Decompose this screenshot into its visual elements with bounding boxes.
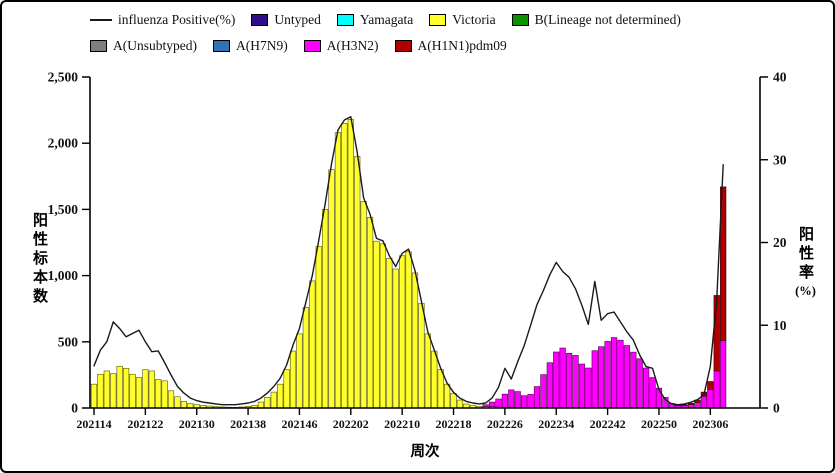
legend-swatch-icon: [511, 14, 529, 26]
x-axis-tick-label: 202146: [281, 417, 317, 431]
legend-label: Untyped: [274, 12, 321, 27]
x-axis-tick-label: 202114: [76, 417, 111, 431]
legend-label: Victoria: [452, 12, 496, 27]
right-axis-tick-label: 0: [773, 401, 780, 416]
legend-item-b-lineage-not-determined: B(Lineage not determined): [511, 10, 681, 30]
left-axis-tick-label: 500: [58, 334, 79, 349]
legend-swatch-icon: [429, 14, 447, 26]
x-axis-tick-label: 202226: [487, 417, 523, 431]
left-axis-tick-label: 1,000: [48, 268, 79, 283]
right-axis-title-text: 阳性率: [797, 226, 813, 283]
left-axis-title: 阳性标本数: [31, 212, 47, 307]
x-axis-tick-label: 202250: [641, 417, 677, 431]
legend-swatch-icon: [336, 14, 354, 26]
x-axis-tick-label: 202210: [384, 417, 420, 431]
positivity-line: [93, 115, 724, 406]
left-axis-tick-label: 1,500: [48, 202, 79, 217]
x-axis-tick-label: 202234: [538, 417, 574, 431]
right-axis-tick-label: 40: [773, 70, 787, 85]
x-axis-tick-label: 202218: [436, 417, 472, 431]
legend-item-a-unsubtyped: A(Unsubtyped): [90, 36, 197, 56]
legend-swatch-icon: [90, 40, 107, 52]
left-axis-tick-label: 2,500: [48, 70, 79, 85]
legend-swatch-icon: [213, 40, 230, 52]
x-axis-tick-label: 202242: [590, 417, 626, 431]
legend-label: B(Lineage not determined): [534, 12, 681, 27]
legend-swatch-icon: [303, 40, 321, 52]
legend-label: Yamagata: [359, 12, 414, 27]
legend-item-influenza-positive: influenza Positive(%): [90, 10, 235, 30]
x-axis-tick-label: 202138: [230, 417, 266, 431]
legend-label: A(H7N9): [236, 38, 288, 53]
left-axis-tick-label: 2,000: [48, 136, 79, 151]
legend-label: A(H1N1)pdm09: [417, 38, 507, 53]
legend-swatch-icon: [251, 14, 269, 26]
legend-label: A(Unsubtyped): [113, 38, 197, 53]
legend-item-untyped: Untyped: [251, 10, 321, 30]
right-axis-tick-label: 10: [773, 318, 787, 333]
legend-item-yamagata: Yamagata: [336, 10, 414, 30]
right-axis-unit: (%): [795, 284, 816, 298]
left-axis-tick-label: 0: [71, 401, 78, 416]
positivity-line-sample-icon: [90, 19, 112, 21]
legend-item-victoria: Victoria: [429, 10, 496, 30]
right-axis-tick-label: 30: [773, 152, 787, 167]
bars-a-h3n2: [482, 337, 727, 409]
right-axis-tick-label: 20: [773, 235, 787, 250]
x-axis-tick-label: 202122: [127, 417, 163, 431]
x-axis-title: 周次: [410, 444, 440, 460]
legend-label: A(H3N2): [326, 38, 379, 53]
legend-label: influenza Positive(%): [118, 12, 236, 27]
legend: influenza Positive(%) Untyped Yamagata Vict…: [90, 10, 800, 56]
x-axis-tick-label: 202130: [179, 417, 215, 431]
legend-item-a-h3n2: A(H3N2): [303, 36, 379, 56]
right-axis-title: 阳性率 (%): [795, 226, 816, 299]
legend-swatch-icon: [394, 40, 412, 52]
legend-item-a-h7n9: A(H7N9): [213, 36, 288, 56]
legend-item-a-h1n1-pdm09: A(H1N1)pdm09: [394, 36, 507, 56]
x-axis-tick-label: 202306: [692, 417, 728, 431]
x-axis-tick-label: 202202: [333, 417, 369, 431]
